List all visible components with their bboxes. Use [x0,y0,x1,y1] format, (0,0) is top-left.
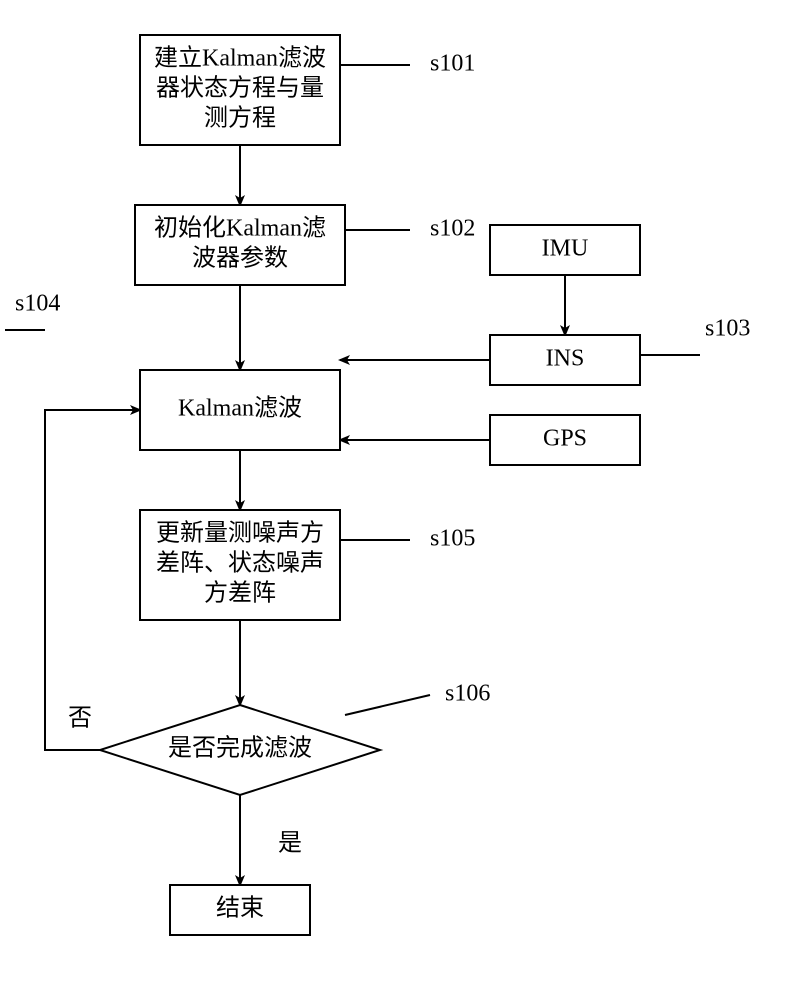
s101-text: 建立Kalman滤波 [154,45,326,72]
node-s105: 更新量测噪声方差阵、状态噪声方差阵 [140,510,340,620]
s102-text: 初始化Kalman滤 [154,215,326,242]
node-end: 结束 [170,885,310,935]
node-imu: IMU [490,225,640,275]
s102-text: 波器参数 [192,245,288,272]
leader-label-s106: s106 [445,681,490,707]
node-kf: Kalman滤波 [140,370,340,450]
s101-text: 测方程 [204,105,276,132]
s105-text: 更新量测噪声方 [156,520,324,547]
end-text: 结束 [216,895,264,922]
kf-text: Kalman滤波 [178,395,302,422]
node-s102: 初始化Kalman滤波器参数 [135,205,345,285]
leader-line-s106 [345,695,430,715]
node-ins: INS [490,335,640,385]
edge-label-4: 是 [278,831,302,857]
node-dec: 是否完成滤波 [100,705,380,795]
leader-label-s101: s101 [430,51,475,77]
leader-label-s105: s105 [430,526,475,552]
leader-label-s103: s103 [705,316,750,342]
node-s101: 建立Kalman滤波器状态方程与量测方程 [140,35,340,145]
s105-text: 方差阵 [204,580,276,607]
dec-text: 是否完成滤波 [168,735,312,762]
ins-text: INS [546,346,585,372]
leader-label-s104: s104 [15,291,60,317]
node-gps: GPS [490,415,640,465]
s105-text: 差阵、状态噪声 [156,550,324,577]
gps-text: GPS [543,426,587,452]
edge-label-5: 否 [68,706,92,732]
leader-label-s102: s102 [430,216,475,242]
s101-text: 器状态方程与量 [156,75,324,102]
imu-text: IMU [542,236,589,262]
edge-dec-kf [45,410,140,750]
